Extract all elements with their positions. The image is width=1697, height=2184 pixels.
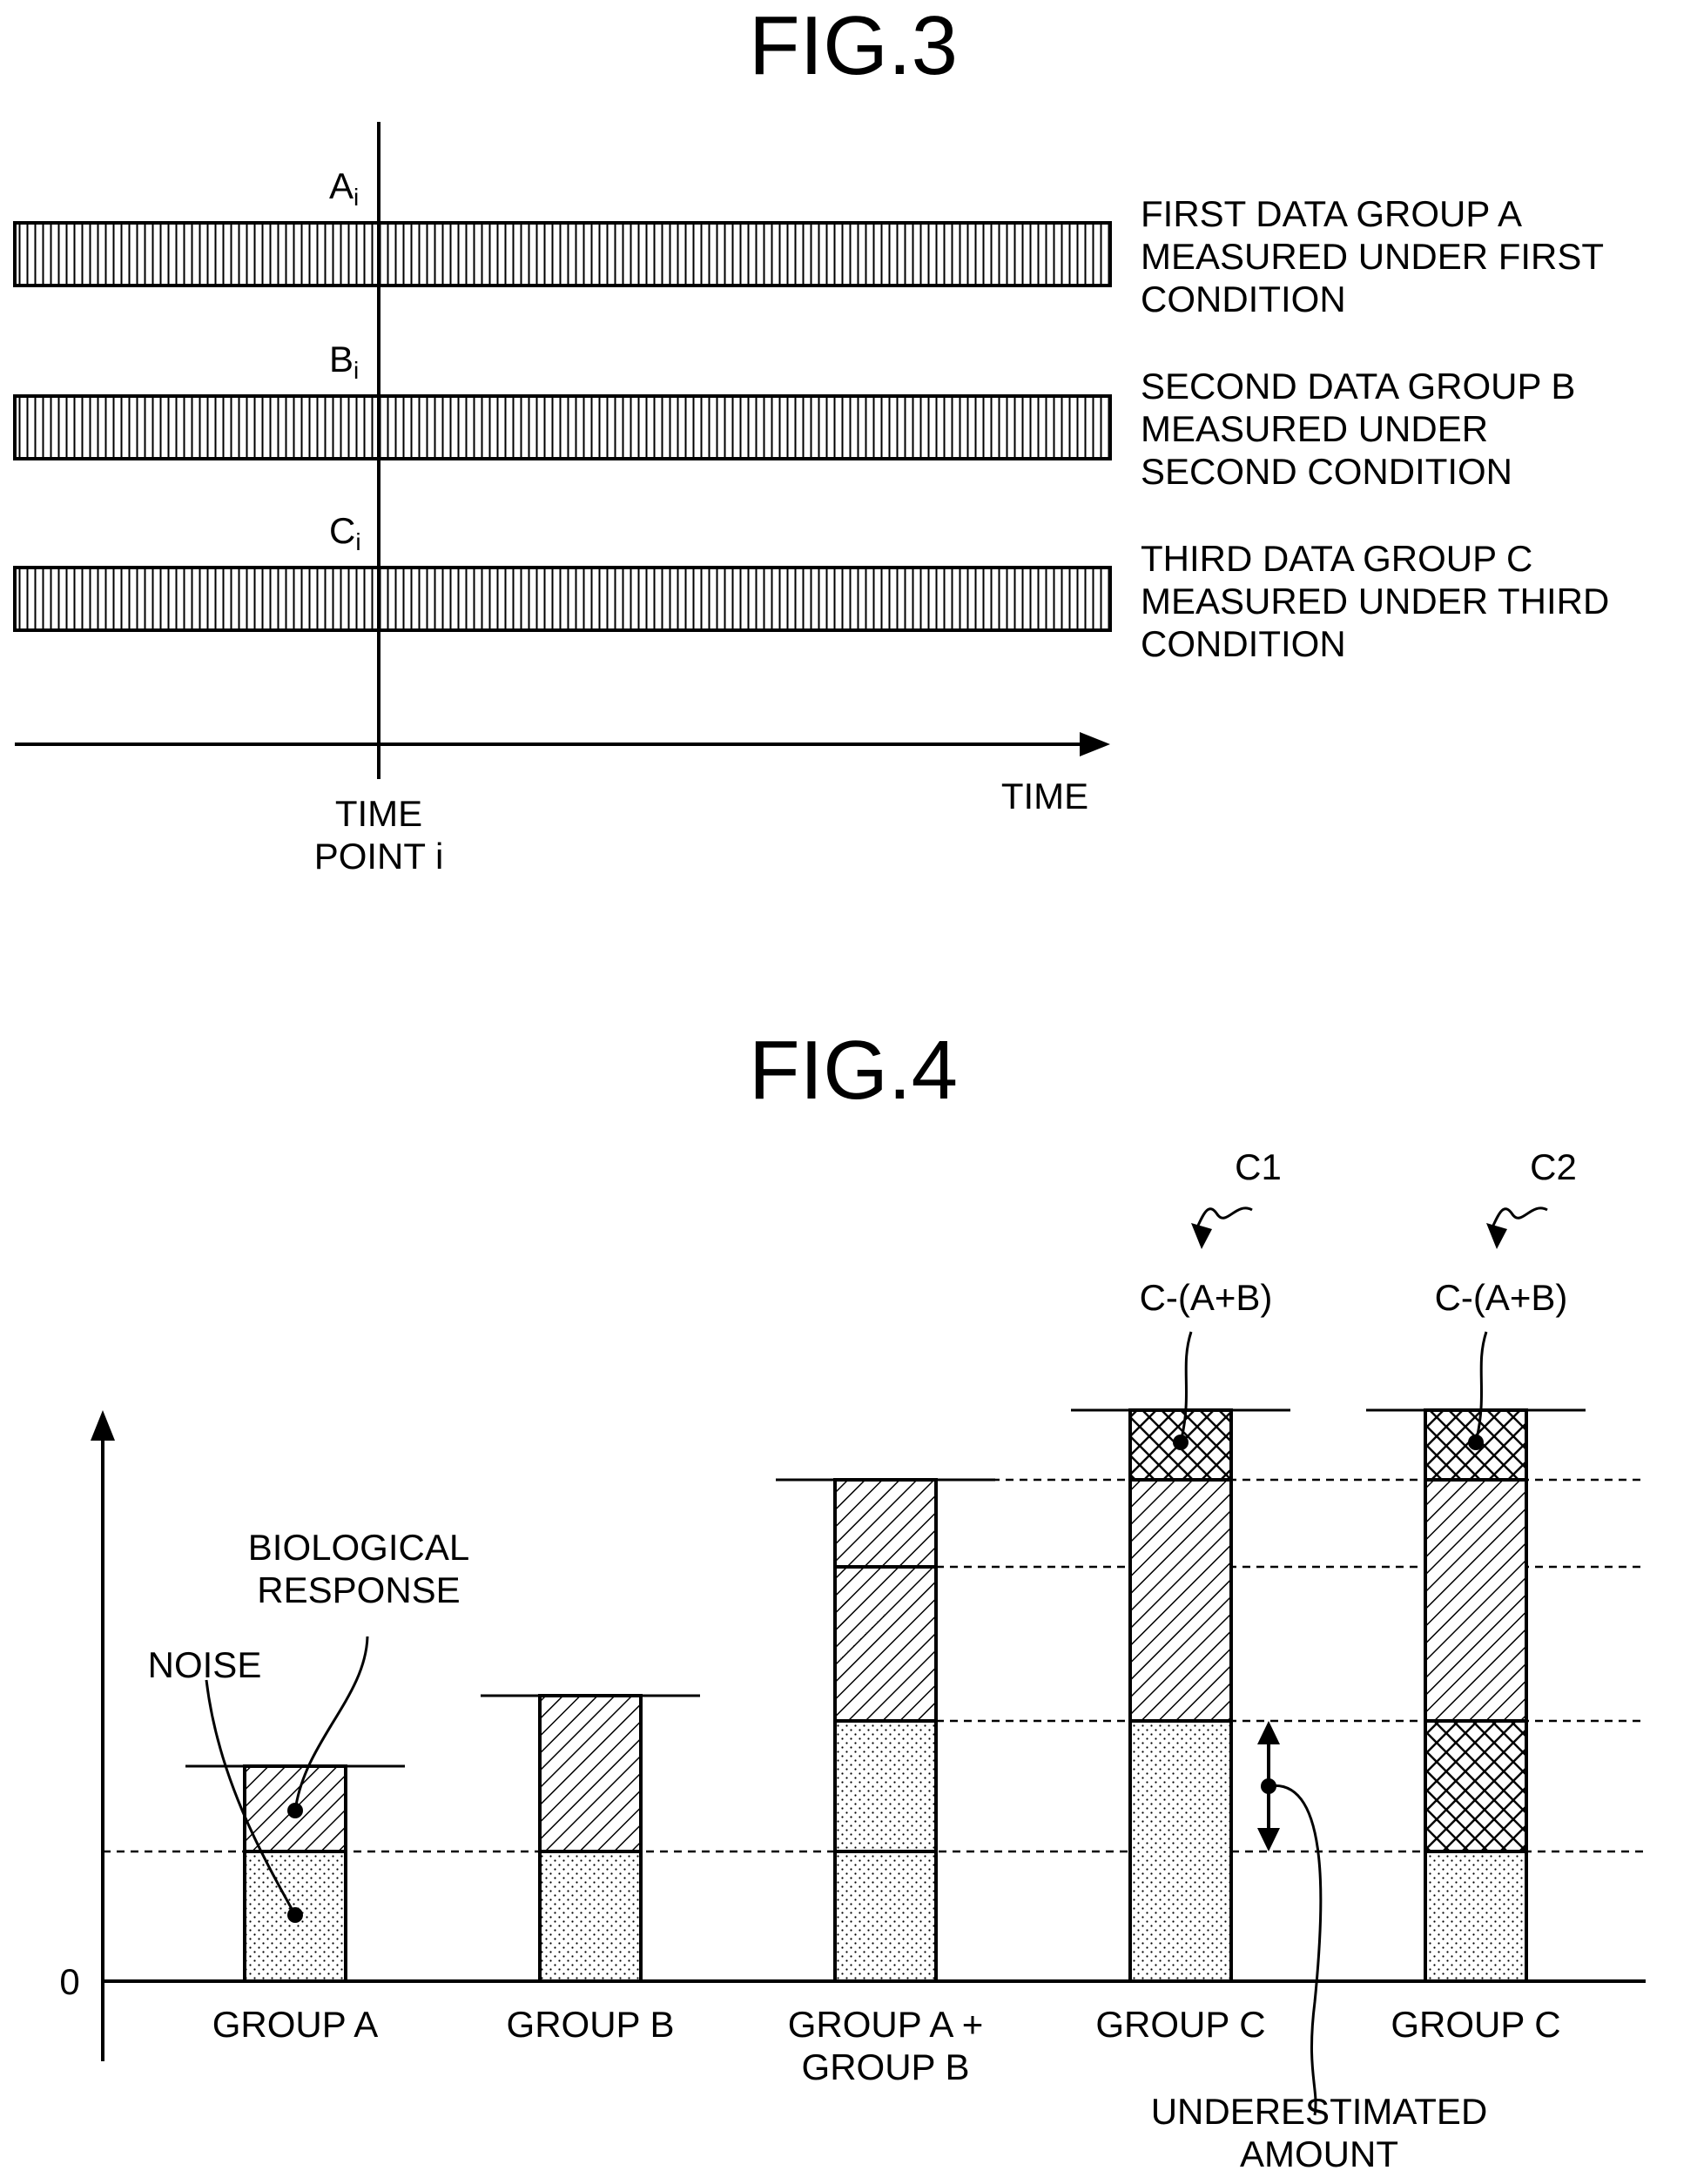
fig4-zero-label: 0 [59,1961,79,2002]
svg-text:THIRD DATA GROUP C: THIRD DATA GROUP C [1141,538,1532,579]
fig3-marker-c: Ci [329,510,361,555]
fig3-group-b-label: SECOND DATA GROUP B MEASURED UNDER SECON… [1141,366,1575,492]
fig3-bar-group-b [15,396,1110,459]
bar-c2-response-segment [1425,1480,1526,1721]
fig4-formula-c2: C-(A+B) [1435,1277,1568,1318]
bar-ab-noise-a-segment [835,1721,936,1851]
fig4-category-label: GROUP B [507,2004,675,2045]
bar-ab-noise-b-segment [835,1851,936,1981]
fig4-category-label: GROUP B [802,2046,970,2087]
bar-c2-residual-low-segment [1425,1721,1526,1851]
fig4-c2-ref-arrow [1486,1208,1547,1249]
fig4-underestimated-label: UNDERESTIMATED AMOUNT [1151,2091,1488,2174]
svg-text:CONDITION: CONDITION [1141,623,1346,664]
fig4-bar-group-b [481,1696,700,1981]
svg-text:MEASURED UNDER FIRST: MEASURED UNDER FIRST [1141,236,1604,277]
svg-text:FIRST DATA GROUP A: FIRST DATA GROUP A [1141,193,1522,234]
fig4-bar-group-c1 [1071,1410,1290,1981]
svg-text:UNDERESTIMATED: UNDERESTIMATED [1151,2091,1488,2132]
bar-b-noise-segment [540,1851,641,1981]
fig3-time-point-label: TIME POINT i [314,793,444,877]
fig4-c1-label: C1 [1235,1146,1282,1187]
fig4-bar-group-ab [776,1480,995,1981]
svg-text:CONDITION: CONDITION [1141,279,1346,319]
fig3-axis-label: TIME [1001,776,1088,816]
svg-text:AMOUNT: AMOUNT [1240,2134,1398,2174]
bar-ab-response-b-segment [835,1567,936,1721]
svg-text:SECOND DATA GROUP B: SECOND DATA GROUP B [1141,366,1575,407]
fig3-marker-a: Ai [329,165,359,211]
svg-text:MEASURED UNDER: MEASURED UNDER [1141,408,1488,449]
bar-b-response-segment [540,1696,641,1851]
svg-text:POINT i: POINT i [314,836,444,877]
bar-ab-response-a-segment [835,1480,936,1567]
svg-text:MEASURED UNDER THIRD: MEASURED UNDER THIRD [1141,581,1609,622]
bar-c1-noise-segment [1130,1721,1231,1981]
fig3-group-a-label: FIRST DATA GROUP A MEASURED UNDER FIRST … [1141,193,1604,319]
fig4-formula-c1: C-(A+B) [1140,1277,1273,1318]
fig4-noise-label: NOISE [148,1644,262,1685]
fig3-marker-b: Bi [329,339,359,384]
fig4-c2-label: C2 [1530,1146,1577,1187]
fig4-bar-group-a [185,1766,405,1981]
fig4-bar-group-c2 [1366,1410,1586,1981]
svg-text:BIOLOGICAL: BIOLOGICAL [248,1527,469,1568]
fig4-underestimated-arrow [1257,1721,1321,2115]
fig3-title: FIG.3 [749,0,958,92]
fig3-group-c-label: THIRD DATA GROUP C MEASURED UNDER THIRD … [1141,538,1609,664]
fig3-time-axis-arrowhead [1080,732,1110,756]
fig4-bio-response-label: BIOLOGICAL RESPONSE [248,1527,469,1610]
svg-text:SECOND CONDITION: SECOND CONDITION [1141,451,1512,492]
bar-c2-noise-segment [1425,1851,1526,1981]
svg-text:TIME: TIME [335,793,422,834]
fig4-category-label: GROUP C [1095,2004,1265,2045]
fig4-title: FIG.4 [749,1024,958,1117]
bar-c1-response-segment [1130,1480,1231,1721]
fig4-category-label: GROUP C [1391,2004,1560,2045]
svg-text:RESPONSE: RESPONSE [257,1569,460,1610]
fig4-y-axis-arrowhead [91,1410,115,1441]
fig4-category-label: GROUP A + [788,2004,984,2045]
fig3-bar-group-a [15,223,1110,286]
fig4-category-label: GROUP A [212,2004,379,2045]
fig3-bar-group-c [15,568,1110,630]
fig4-c1-ref-arrow [1191,1208,1252,1249]
